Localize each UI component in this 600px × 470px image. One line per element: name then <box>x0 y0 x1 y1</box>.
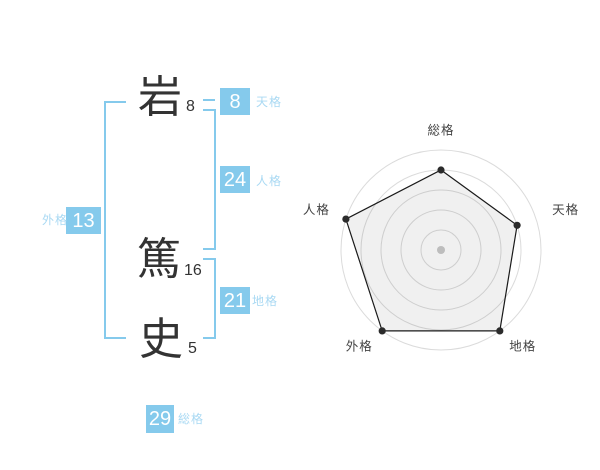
kanji-character-1: 岩 <box>138 73 182 122</box>
radar-center-dot <box>437 246 445 254</box>
tenkaku-value-box: 8 <box>220 88 250 115</box>
radar-vertex-dot <box>342 215 350 223</box>
radar-axis-label: 人格 <box>303 202 330 217</box>
soukaku-value-box: 29 <box>146 405 174 433</box>
radar-grid-ring <box>420 229 462 271</box>
radar-axis-label: 地格 <box>509 339 536 354</box>
gaikaku-label: 外格 <box>42 213 69 227</box>
radar-vertex-dot <box>378 327 386 335</box>
soukaku-label: 総格 <box>178 412 205 426</box>
tenkaku-label: 天格 <box>256 95 283 109</box>
chikaku-value-box: 21 <box>220 287 250 314</box>
jinkaku-label: 人格 <box>256 174 283 188</box>
radar-grid-ring <box>400 209 482 291</box>
radar-vertex-dot <box>496 327 504 335</box>
radar-vertex-dot <box>437 166 445 174</box>
stroke-count-3: 5 <box>188 340 197 357</box>
gaikaku-value-box: 13 <box>66 207 101 234</box>
kanji-character-2: 篤 <box>137 235 181 284</box>
kanji-character-3: 史 <box>139 315 183 364</box>
radar-grid-ring <box>340 149 542 351</box>
radar-data-polygon <box>345 169 518 332</box>
chikaku-label: 地格 <box>252 294 279 308</box>
radar-vertex-dot <box>513 221 521 229</box>
radar-axis-label: 天格 <box>552 202 579 217</box>
tenkaku-connector-line <box>203 99 215 101</box>
chikaku-bracket <box>203 258 216 339</box>
jinkaku-bracket <box>203 109 216 250</box>
stroke-count-1: 8 <box>186 98 195 115</box>
stroke-count-2: 16 <box>184 262 202 279</box>
radar-axis-label: 外格 <box>346 339 373 354</box>
radar-axis-label: 総格 <box>427 123 454 138</box>
gaikaku-bracket <box>104 101 126 339</box>
jinkaku-value-box: 24 <box>220 166 250 193</box>
radar-grid-ring <box>380 189 502 311</box>
